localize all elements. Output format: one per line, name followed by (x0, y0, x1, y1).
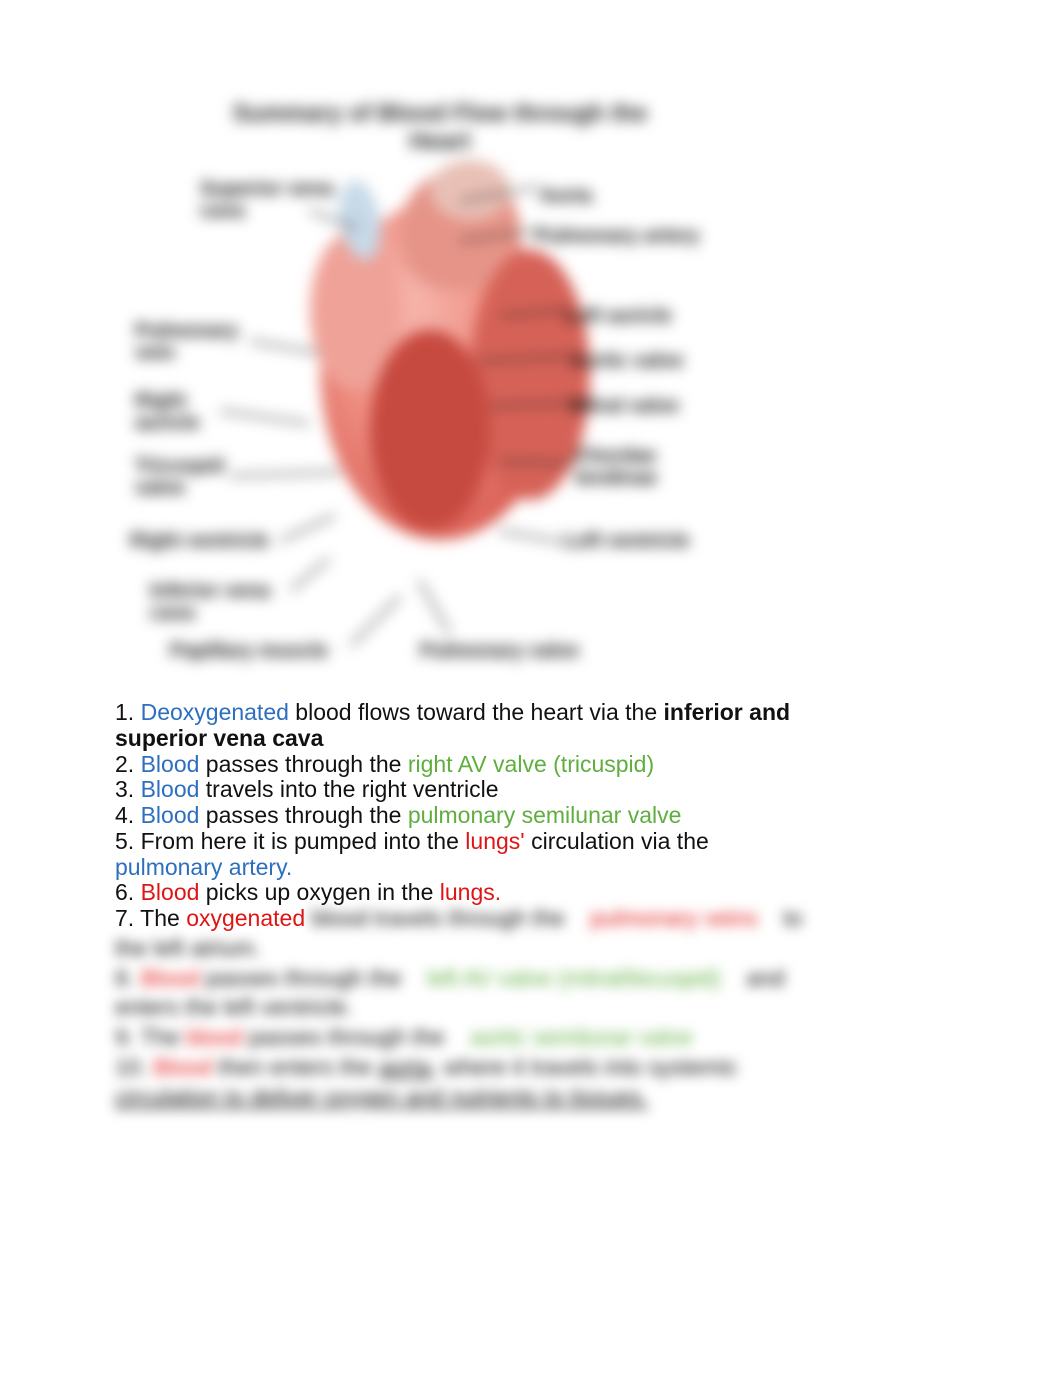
step-2: 2. Blood passes through the right AV val… (115, 752, 815, 778)
label-chordae: Chordaetendinae (575, 445, 657, 489)
label-right-auricle: Rightauricle (135, 390, 199, 434)
blurred-remaining-text: the left atrium. 8. Blood passes through… (115, 936, 815, 1111)
label-pulm-artery: Pulmonary artery (535, 225, 700, 247)
step-4: 4. Blood passes through the pulmonary se… (115, 803, 815, 829)
heart-diagram: Summary of Blood Flow through the Heart … (130, 100, 750, 680)
label-left-auricle: Left auricle (565, 305, 672, 327)
label-right-ventricle: Right ventricle (130, 530, 269, 552)
document-page: Summary of Blood Flow through the Heart … (0, 0, 1062, 1377)
diagram-title: Summary of Blood Flow through the Heart (210, 100, 670, 156)
step-5: 5. From here it is pumped into the lungs… (115, 829, 815, 881)
step-6: 6. Blood picks up oxygen in the lungs. (115, 880, 815, 906)
label-pulm-vein: Pulmonaryvein (135, 320, 238, 364)
label-tricuspid: Tricuspidvalve (135, 455, 224, 499)
label-aorta: Aorta (540, 185, 592, 207)
label-papillary: Papillary muscle (170, 640, 328, 662)
blood-flow-steps: 1. Deoxygenated blood flows toward the h… (115, 700, 815, 1110)
label-mitral-valve: Mitral valve (570, 395, 679, 417)
label-svc: Superior venacava (200, 178, 333, 222)
step-3: 3. Blood travels into the right ventricl… (115, 777, 815, 803)
label-ivc: Inferior venacava (150, 580, 270, 624)
step-7: 7. The oxygenated blood travels through … (115, 906, 815, 932)
label-left-ventricle: Left ventricle (565, 530, 689, 552)
label-pulm-valve: Pulmonary valve (420, 640, 579, 662)
step-1: 1. Deoxygenated blood flows toward the h… (115, 700, 815, 752)
label-aortic-valve: Aortic valve (570, 350, 683, 372)
